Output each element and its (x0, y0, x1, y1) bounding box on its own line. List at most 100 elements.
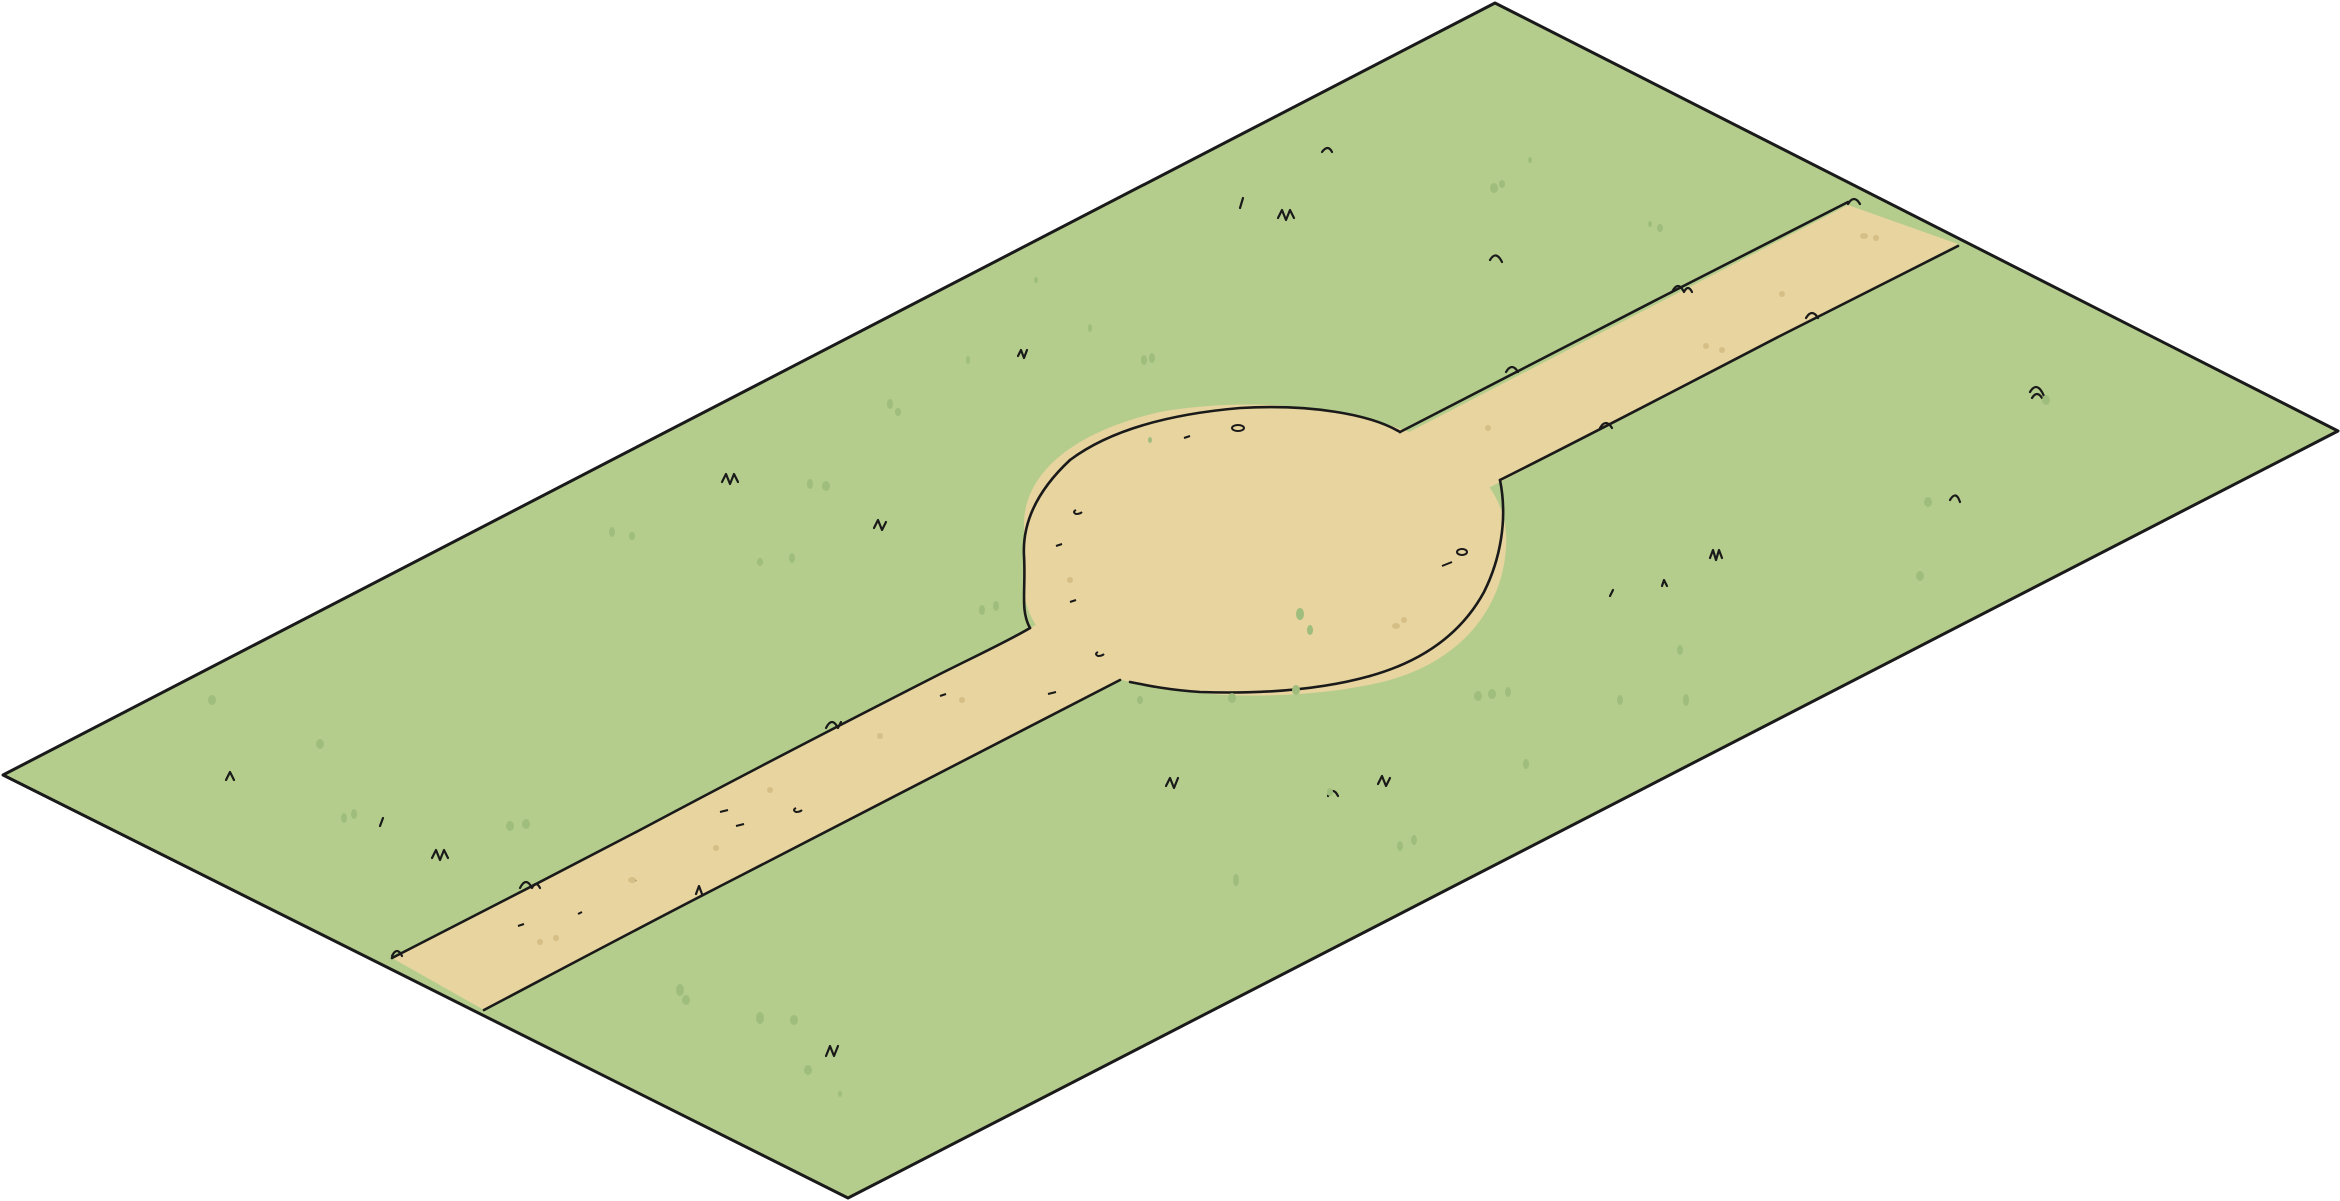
speck (822, 481, 830, 491)
speck (1485, 425, 1491, 431)
pebble (793, 807, 803, 814)
speck (628, 877, 636, 883)
speck (1499, 180, 1505, 188)
speck (1141, 355, 1147, 365)
speck (1148, 437, 1152, 443)
speck (522, 819, 530, 829)
speck (506, 821, 514, 831)
speck (1505, 687, 1511, 697)
speck (629, 532, 635, 540)
speck (767, 787, 773, 793)
pebble (1055, 543, 1063, 547)
speck (804, 1065, 812, 1075)
grass-tuft (1164, 776, 1180, 790)
path-edge-lower-right (1498, 244, 1960, 482)
grass-tuft (378, 816, 385, 828)
speck (1648, 221, 1652, 227)
speck (208, 695, 216, 705)
grass-tuft (2028, 385, 2046, 398)
speck (713, 845, 719, 851)
dirt-path-group (390, 200, 1960, 1012)
grass-tuft (1660, 578, 1669, 588)
dirt-clearing[interactable] (1023, 404, 1507, 696)
grass-tuft (2030, 392, 2044, 400)
speck (790, 1015, 798, 1025)
speck (1860, 233, 1868, 239)
speck (1397, 841, 1403, 851)
speck (1617, 695, 1623, 705)
grass-tuft (1376, 774, 1392, 788)
grass-tuft (1276, 208, 1296, 222)
grass-tuft (872, 518, 888, 532)
speck (1392, 623, 1400, 629)
grass-tufts (224, 146, 2046, 1058)
speck (1088, 324, 1092, 332)
grass-tuft (1320, 146, 1334, 154)
pebble (1047, 691, 1057, 695)
speck (887, 399, 893, 409)
speck (993, 601, 999, 611)
grass-tuft (390, 949, 404, 958)
speck (1034, 277, 1038, 283)
grass-tuft (1608, 588, 1615, 598)
pebble (1069, 599, 1077, 603)
speck (1149, 353, 1155, 363)
pebble (719, 809, 729, 813)
speck (838, 1091, 842, 1097)
pebble (1183, 435, 1191, 439)
speck (1779, 291, 1785, 297)
pebble (735, 823, 745, 827)
speck (682, 995, 690, 1005)
speck (966, 356, 970, 364)
speck (351, 809, 357, 819)
speck (1137, 696, 1143, 704)
speck (1292, 685, 1300, 695)
speck (1474, 691, 1482, 701)
pebble (577, 911, 583, 915)
speck (537, 939, 543, 945)
speck (1657, 224, 1663, 232)
speck (2042, 395, 2050, 405)
grass-tuft (1846, 197, 1862, 206)
speck (1401, 617, 1407, 623)
grass-tuft (1804, 311, 1820, 320)
speck (1067, 577, 1073, 583)
speck (1490, 183, 1498, 193)
speck (676, 984, 684, 996)
speck (609, 527, 615, 537)
speck (1719, 347, 1725, 353)
speck (1924, 497, 1932, 507)
grass-tuft (1016, 348, 1029, 360)
grass-tuft (824, 1044, 840, 1058)
speck (1703, 343, 1709, 349)
grass-tuft (1948, 494, 1962, 504)
speck (1488, 689, 1496, 699)
pebble (1231, 424, 1245, 432)
grass-specks (208, 157, 2050, 1097)
grass-tuft (224, 770, 236, 782)
speck (1327, 788, 1333, 796)
speck (1677, 645, 1683, 655)
path-edge-upper-left (390, 626, 1032, 960)
pebble (1456, 548, 1468, 556)
speck (959, 697, 965, 703)
pebble (1441, 561, 1453, 567)
clearing-edge-left (1022, 458, 1072, 630)
pebble (939, 693, 947, 697)
speck (877, 733, 883, 739)
clearing-edge-bottom (1128, 674, 1372, 694)
speck (553, 935, 559, 941)
speck (1228, 693, 1236, 703)
grass-tuft (720, 472, 740, 486)
speck (1233, 874, 1239, 886)
pebble (1095, 651, 1105, 658)
speck (1683, 694, 1689, 706)
grass-tuft (824, 720, 843, 730)
pebble (1073, 509, 1083, 516)
speck (1411, 835, 1417, 845)
grass-tuft (430, 848, 450, 862)
speck (1307, 625, 1313, 635)
speck (1873, 235, 1879, 241)
speck (1523, 759, 1529, 769)
pebble (517, 923, 525, 927)
